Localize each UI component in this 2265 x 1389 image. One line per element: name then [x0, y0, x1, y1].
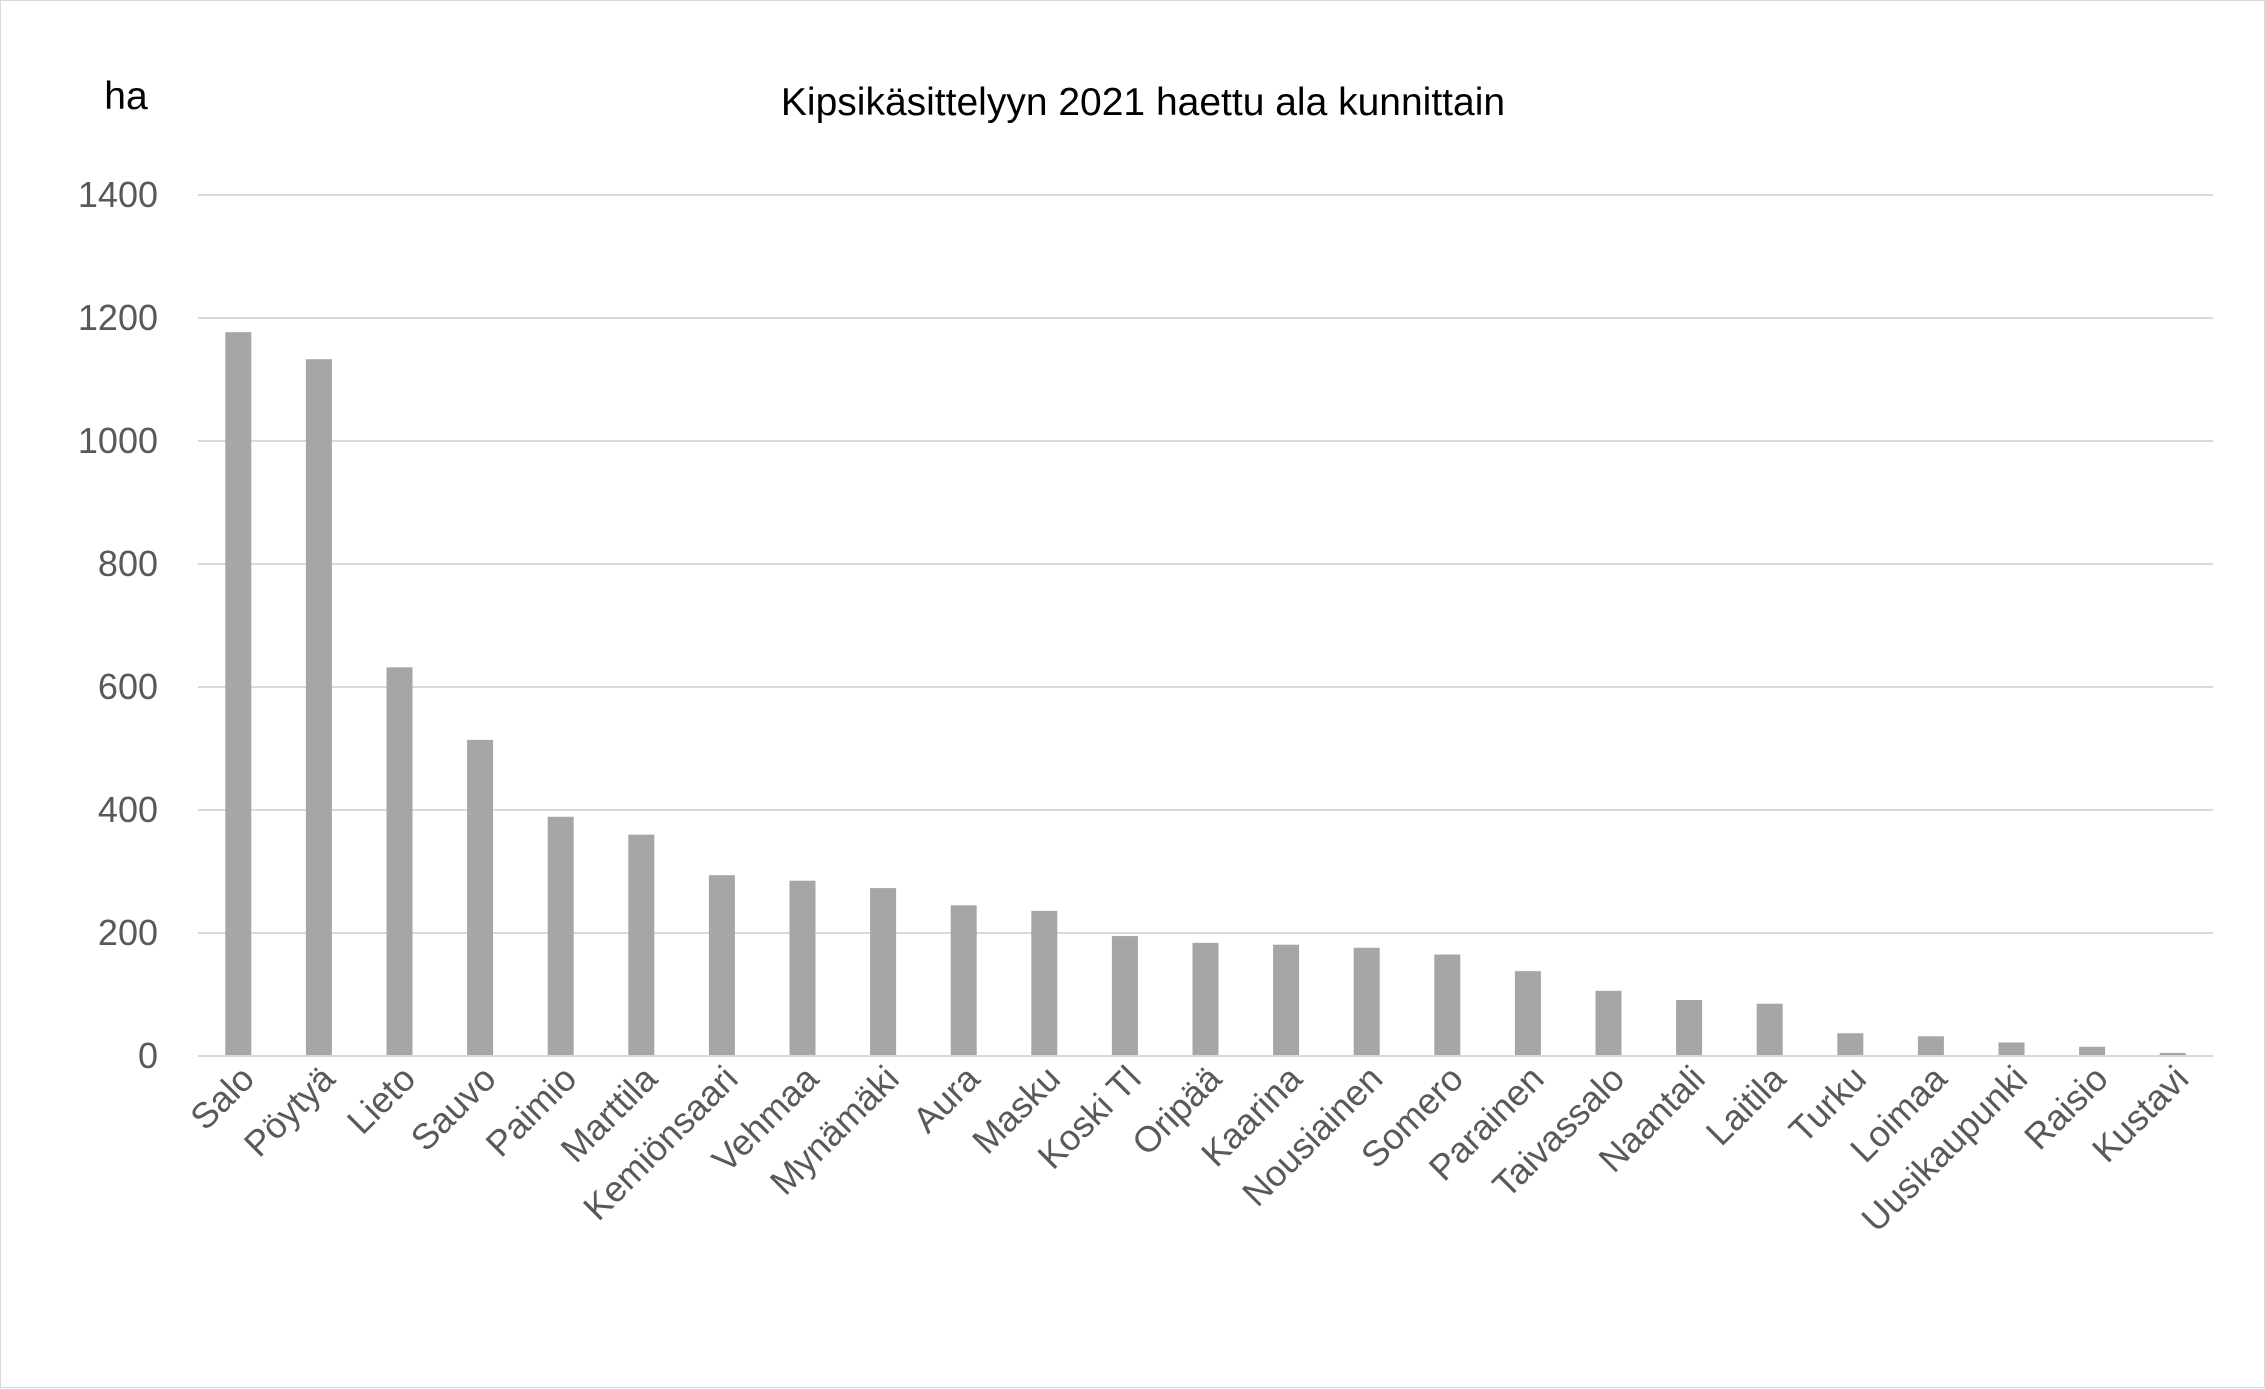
x-tick-label: Laitila — [1698, 1057, 1794, 1153]
bar — [1273, 944, 1300, 1056]
bar — [1676, 1000, 1703, 1056]
bar — [305, 359, 332, 1057]
bar — [628, 834, 655, 1056]
bar — [1917, 1036, 1944, 1056]
bars — [225, 332, 2186, 1057]
bar — [708, 875, 735, 1056]
y-tick-label: 800 — [98, 543, 158, 584]
y-axis-unit-label: ha — [104, 75, 148, 118]
bar — [950, 905, 977, 1056]
y-tick-label: 200 — [98, 912, 158, 953]
chart-title: Kipsikäsittelyyn 2021 haettu ala kunnitt… — [781, 81, 1505, 124]
y-tick-label: 1400 — [78, 174, 158, 215]
bar — [789, 880, 816, 1056]
bar — [225, 332, 252, 1056]
gridlines — [198, 194, 2213, 934]
y-tick-label: 1200 — [78, 297, 158, 338]
y-axis-ticks: 0 200 400 600 800 1000 1200 1400 — [78, 174, 158, 1076]
y-tick-label: 1000 — [78, 420, 158, 461]
y-tick-label: 400 — [98, 789, 158, 830]
y-tick-label: 0 — [138, 1035, 158, 1076]
bar — [1998, 1042, 2025, 1056]
bar — [1595, 990, 1622, 1056]
bar — [1031, 910, 1058, 1056]
bar — [1353, 947, 1380, 1056]
bar — [1192, 942, 1219, 1056]
x-axis-ticks: SaloPöytyäLietoSauvoPaimioMarttilaKemiön… — [182, 1057, 2196, 1240]
bar — [1434, 954, 1461, 1056]
bar — [1837, 1033, 1864, 1056]
bar — [1756, 1003, 1783, 1056]
bar — [467, 739, 494, 1056]
bar — [1111, 936, 1138, 1056]
bar — [1514, 971, 1541, 1056]
bar — [2159, 1052, 2186, 1056]
bar — [386, 667, 413, 1056]
bar — [547, 816, 574, 1056]
bar — [870, 888, 897, 1056]
x-tick-label: Pöytyä — [236, 1057, 344, 1165]
y-tick-label: 600 — [98, 666, 158, 707]
bar — [2079, 1046, 2106, 1056]
